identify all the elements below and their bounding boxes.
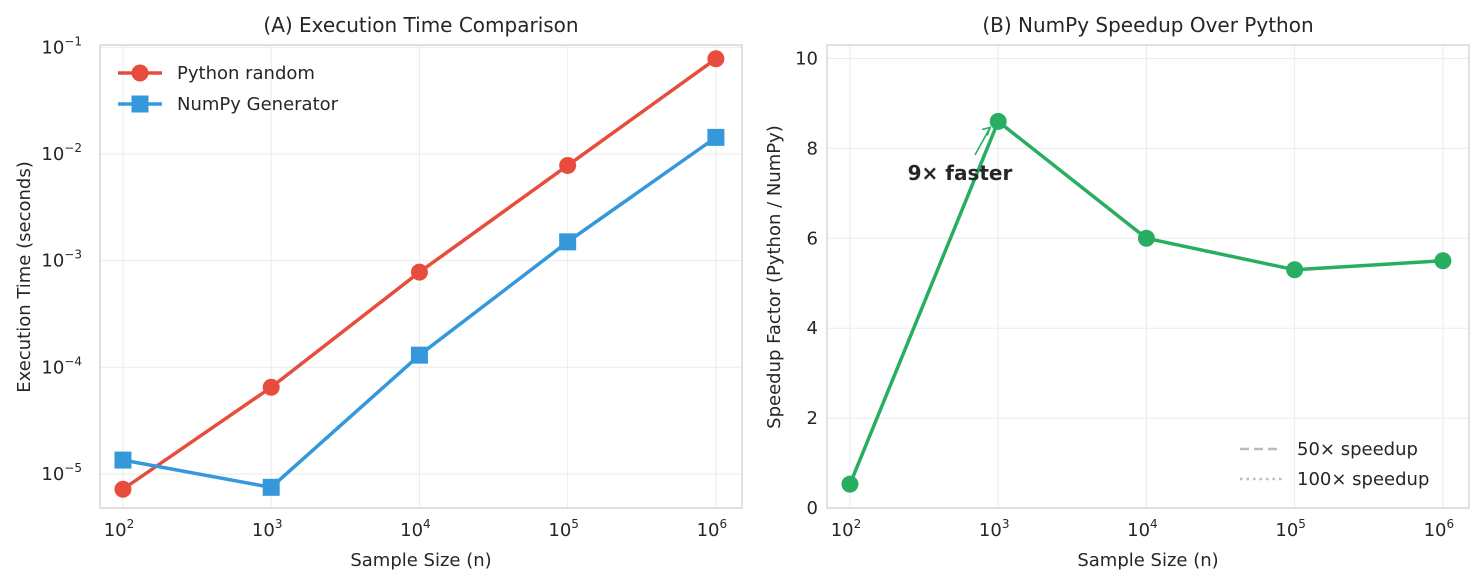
- data-point: [114, 480, 132, 498]
- chart-b-legend: 50× speedup 100× speedup: [1240, 439, 1429, 490]
- x-tick-label: 103: [252, 517, 283, 541]
- x-tick-label: 102: [104, 517, 135, 541]
- speedup-panel: (B) NumPy Speedup Over Python 102 103 104 1…: [764, 13, 1470, 571]
- data-point: [410, 263, 428, 281]
- y-tick-label: 10: [795, 48, 818, 69]
- x-tick-label: 106: [697, 517, 728, 541]
- data-point: [841, 475, 859, 493]
- data-point: [989, 112, 1007, 130]
- data-point: [262, 478, 280, 496]
- chart-b-series: [841, 112, 1452, 493]
- y-tick-label: 10−2: [41, 141, 82, 165]
- chart-a-frame: [99, 44, 743, 509]
- y-tick-label: 6: [807, 228, 818, 249]
- data-point: [1286, 261, 1304, 279]
- data-point: [707, 50, 725, 68]
- x-tick-label: 104: [1127, 517, 1158, 541]
- legend-label: 100× speedup: [1297, 469, 1429, 490]
- data-point: [559, 156, 577, 174]
- y-tick-label: 10−4: [41, 354, 82, 378]
- annotation-label: 9× faster: [908, 161, 1013, 185]
- data-point: [1137, 229, 1155, 247]
- chart-a-y-label: Execution Time (seconds): [14, 161, 35, 392]
- data-point: [114, 451, 132, 469]
- legend-marker: [131, 64, 149, 82]
- legend-label: 50× speedup: [1297, 439, 1418, 460]
- y-tick-label: 10−5: [41, 461, 82, 485]
- x-tick-label: 105: [548, 517, 579, 541]
- chart-b-y-ticks: 0 2 4 6 8 10: [795, 48, 818, 519]
- y-tick-label: 10−3: [41, 248, 82, 272]
- data-point: [707, 128, 725, 146]
- chart-a-legend: Python random NumPy Generator: [118, 63, 339, 115]
- chart-a-x-label: Sample Size (n): [350, 550, 491, 571]
- y-tick-label: 8: [807, 138, 818, 159]
- y-tick-label: 0: [807, 498, 818, 519]
- chart-b-y-label: Speedup Factor (Python / NumPy): [764, 125, 785, 429]
- x-tick-label: 106: [1424, 517, 1455, 541]
- chart-a-y-ticks: 10−5 10−4 10−3 10−2 10−1: [41, 34, 82, 485]
- x-tick-label: 102: [831, 517, 862, 541]
- chart-b-title: (B) NumPy Speedup Over Python: [982, 13, 1313, 37]
- chart-a-series: [114, 50, 725, 498]
- x-tick-label: 105: [1275, 517, 1306, 541]
- legend-marker: [131, 95, 149, 113]
- legend-label: NumPy Generator: [177, 94, 339, 115]
- chart-b-annotation: 9× faster: [908, 126, 1013, 185]
- x-tick-label: 103: [979, 517, 1010, 541]
- data-point: [262, 378, 280, 396]
- data-point: [410, 346, 428, 364]
- chart-a-x-ticks: 102 103 104 105 106: [104, 517, 727, 541]
- chart-b-x-label: Sample Size (n): [1077, 550, 1218, 571]
- execution-time-panel: (A) Execution Time Comparison 102 103 104 1…: [14, 13, 743, 571]
- x-tick-label: 104: [400, 517, 431, 541]
- chart-a-title: (A) Execution Time Comparison: [263, 13, 578, 37]
- y-tick-label: 4: [807, 318, 818, 339]
- data-point: [1434, 252, 1452, 270]
- legend-label: Python random: [177, 63, 315, 84]
- data-point: [559, 233, 577, 251]
- y-tick-label: 2: [807, 408, 818, 429]
- chart-b-x-ticks: 102 103 104 105 106: [831, 517, 1454, 541]
- y-tick-label: 10−1: [41, 34, 82, 58]
- annotation-arrowhead: [982, 126, 992, 136]
- chart-b-frame: [826, 44, 1470, 509]
